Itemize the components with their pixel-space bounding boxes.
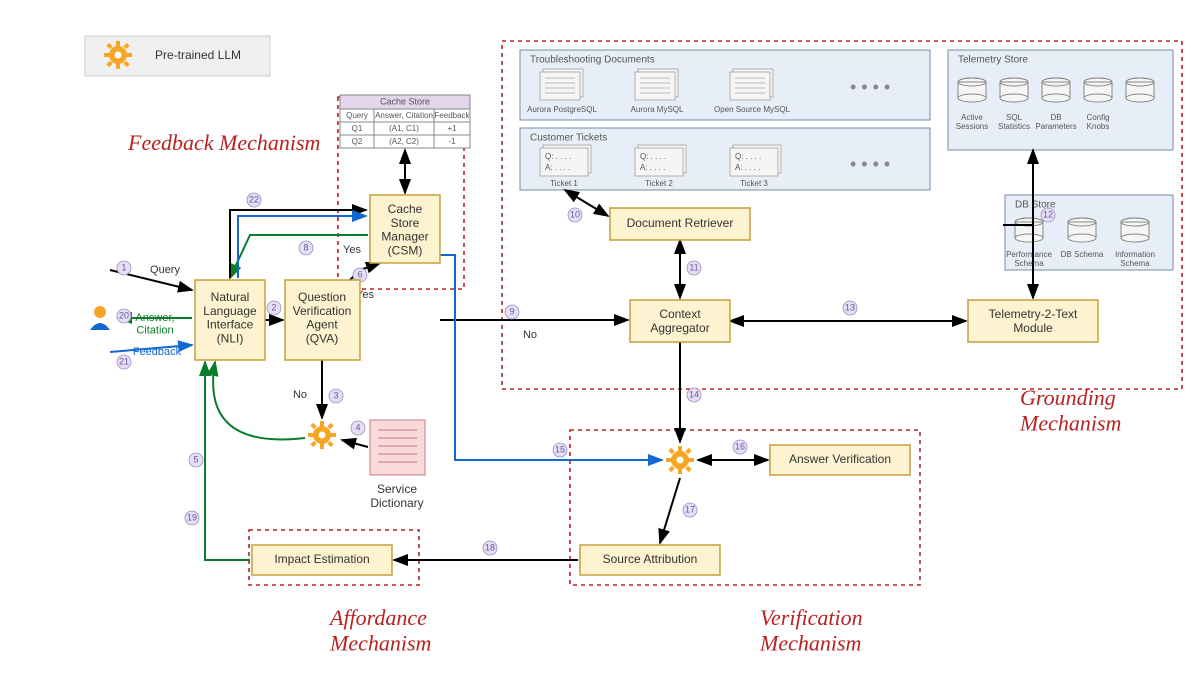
svg-text:A: . . . .: A: . . . . [545,163,570,172]
svg-text:(A2, C2): (A2, C2) [389,137,419,146]
ticket-icon: Q: . . . . A: . . . . [635,145,686,176]
svg-text:• • • •: • • • • [850,154,890,174]
svg-text:13: 13 [845,302,855,312]
svg-text:22: 22 [249,194,259,204]
svg-text:8: 8 [303,242,308,252]
svg-text:Q2: Q2 [352,137,363,146]
ticket-icon: Q: . . . . A: . . . . [540,145,591,176]
svg-text:Answer Verification: Answer Verification [789,452,891,466]
svg-text:Impact Estimation: Impact Estimation [274,552,369,566]
nli-node: NaturalLanguageInterface(NLI) [195,280,265,360]
svg-text:18: 18 [485,542,495,552]
context-agg-node: ContextAggregator [630,300,730,342]
gear-icon [308,421,336,449]
doc-icon [635,69,678,100]
ticket-icon: Q: . . . . A: . . . . [730,145,781,176]
svg-text:Ticket 3: Ticket 3 [740,179,768,188]
svg-text:Document Retriever: Document Retriever [627,216,734,230]
svg-text:5: 5 [193,454,198,464]
svg-text:Q: . . . .: Q: . . . . [735,152,761,161]
svg-text:Q: . . . .: Q: . . . . [640,152,666,161]
svg-text:+1: +1 [447,124,457,133]
legend-label: Pre-trained LLM [155,48,241,62]
svg-text:Aurora MySQL: Aurora MySQL [631,105,684,114]
svg-text:10: 10 [570,209,580,219]
troubleshoot-title: Troubleshooting Documents [530,55,655,66]
gear-icon [104,41,132,69]
svg-text:20: 20 [119,310,129,320]
src-attr-node: Source Attribution [580,545,720,575]
svg-text:-1: -1 [448,137,456,146]
telemetry-title: Telemetry Store [958,55,1028,66]
cache-table: Cache Store Query Answer, Citation Feedb… [340,95,471,148]
svg-text:Yes: Yes [343,244,361,256]
svg-text:4: 4 [355,422,360,432]
user-icon [90,306,110,330]
svg-text:Feedback: Feedback [434,111,470,120]
svg-text:(A1, C1): (A1, C1) [389,124,419,133]
doc-retriever-node: Document Retriever [610,208,750,240]
doc-icon [730,69,773,100]
svg-text:DB Schema: DB Schema [1061,250,1104,259]
svg-text:No: No [293,389,307,401]
svg-text:14: 14 [689,389,699,399]
svg-text:15: 15 [555,444,565,454]
svg-text:12: 12 [1043,209,1053,219]
edge-numbers: 1 2 3 4 5 6 8 9 10 11 12 13 14 15 16 17 … [117,193,1055,555]
svg-text:A: . . . .: A: . . . . [640,163,665,172]
svg-text:9: 9 [509,306,514,316]
gear-icon [666,446,694,474]
svg-text:A: . . . .: A: . . . . [735,163,760,172]
svg-text:Ticket 2: Ticket 2 [645,179,673,188]
verification-label: VerificationMechanism [759,605,863,655]
svg-text:Cache Store: Cache Store [380,96,430,106]
feedback-label: Feedback Mechanism [127,130,320,155]
tickets-title: Customer Tickets [530,133,607,144]
svg-text:3: 3 [333,390,338,400]
svg-text:CacheStoreManager(CSM): CacheStoreManager(CSM) [381,202,428,257]
svg-text:21: 21 [119,356,129,366]
svg-text:InformationSchema: InformationSchema [1115,250,1155,268]
svg-text:Q: . . . .: Q: . . . . [545,152,571,161]
affordance-label: AffordanceMechanism [328,605,431,655]
csm-node: CacheStoreManager(CSM) [370,195,440,263]
svg-text:Aurora PostgreSQL: Aurora PostgreSQL [527,105,597,114]
svg-text:No: No [523,329,537,341]
svg-text:19: 19 [187,512,197,522]
svg-text:6: 6 [357,269,362,279]
svg-text:Open Source MySQL: Open Source MySQL [714,105,791,114]
svg-text:17: 17 [685,504,695,514]
qva-node: QuestionVerificationAgent(QVA) [285,280,360,360]
svg-text:2: 2 [271,302,276,312]
svg-text:ConfigKnobs: ConfigKnobs [1086,113,1109,131]
svg-text:16: 16 [735,441,745,451]
answer-label: Answer,Citation [135,312,174,337]
t2t-node: Telemetry-2-TextModule [968,300,1098,342]
query-label: Query [150,264,180,276]
svg-text:Query: Query [346,111,368,120]
ans-verif-node: Answer Verification [770,445,910,475]
svg-text:11: 11 [689,262,698,272]
svg-text:• • • •: • • • • [850,77,890,97]
svg-text:Q1: Q1 [352,124,363,133]
service-dict: ServiceDictionary [370,420,425,510]
grounding-label: GroundingMechanism [1019,385,1121,435]
svg-text:Source Attribution: Source Attribution [603,552,698,566]
svg-text:1: 1 [121,262,126,272]
svg-text:Ticket 1: Ticket 1 [550,179,578,188]
impact-node: Impact Estimation [252,545,392,575]
svg-text:ServiceDictionary: ServiceDictionary [370,482,423,510]
doc-icon [540,69,583,100]
svg-text:Answer, Citation: Answer, Citation [375,111,433,120]
